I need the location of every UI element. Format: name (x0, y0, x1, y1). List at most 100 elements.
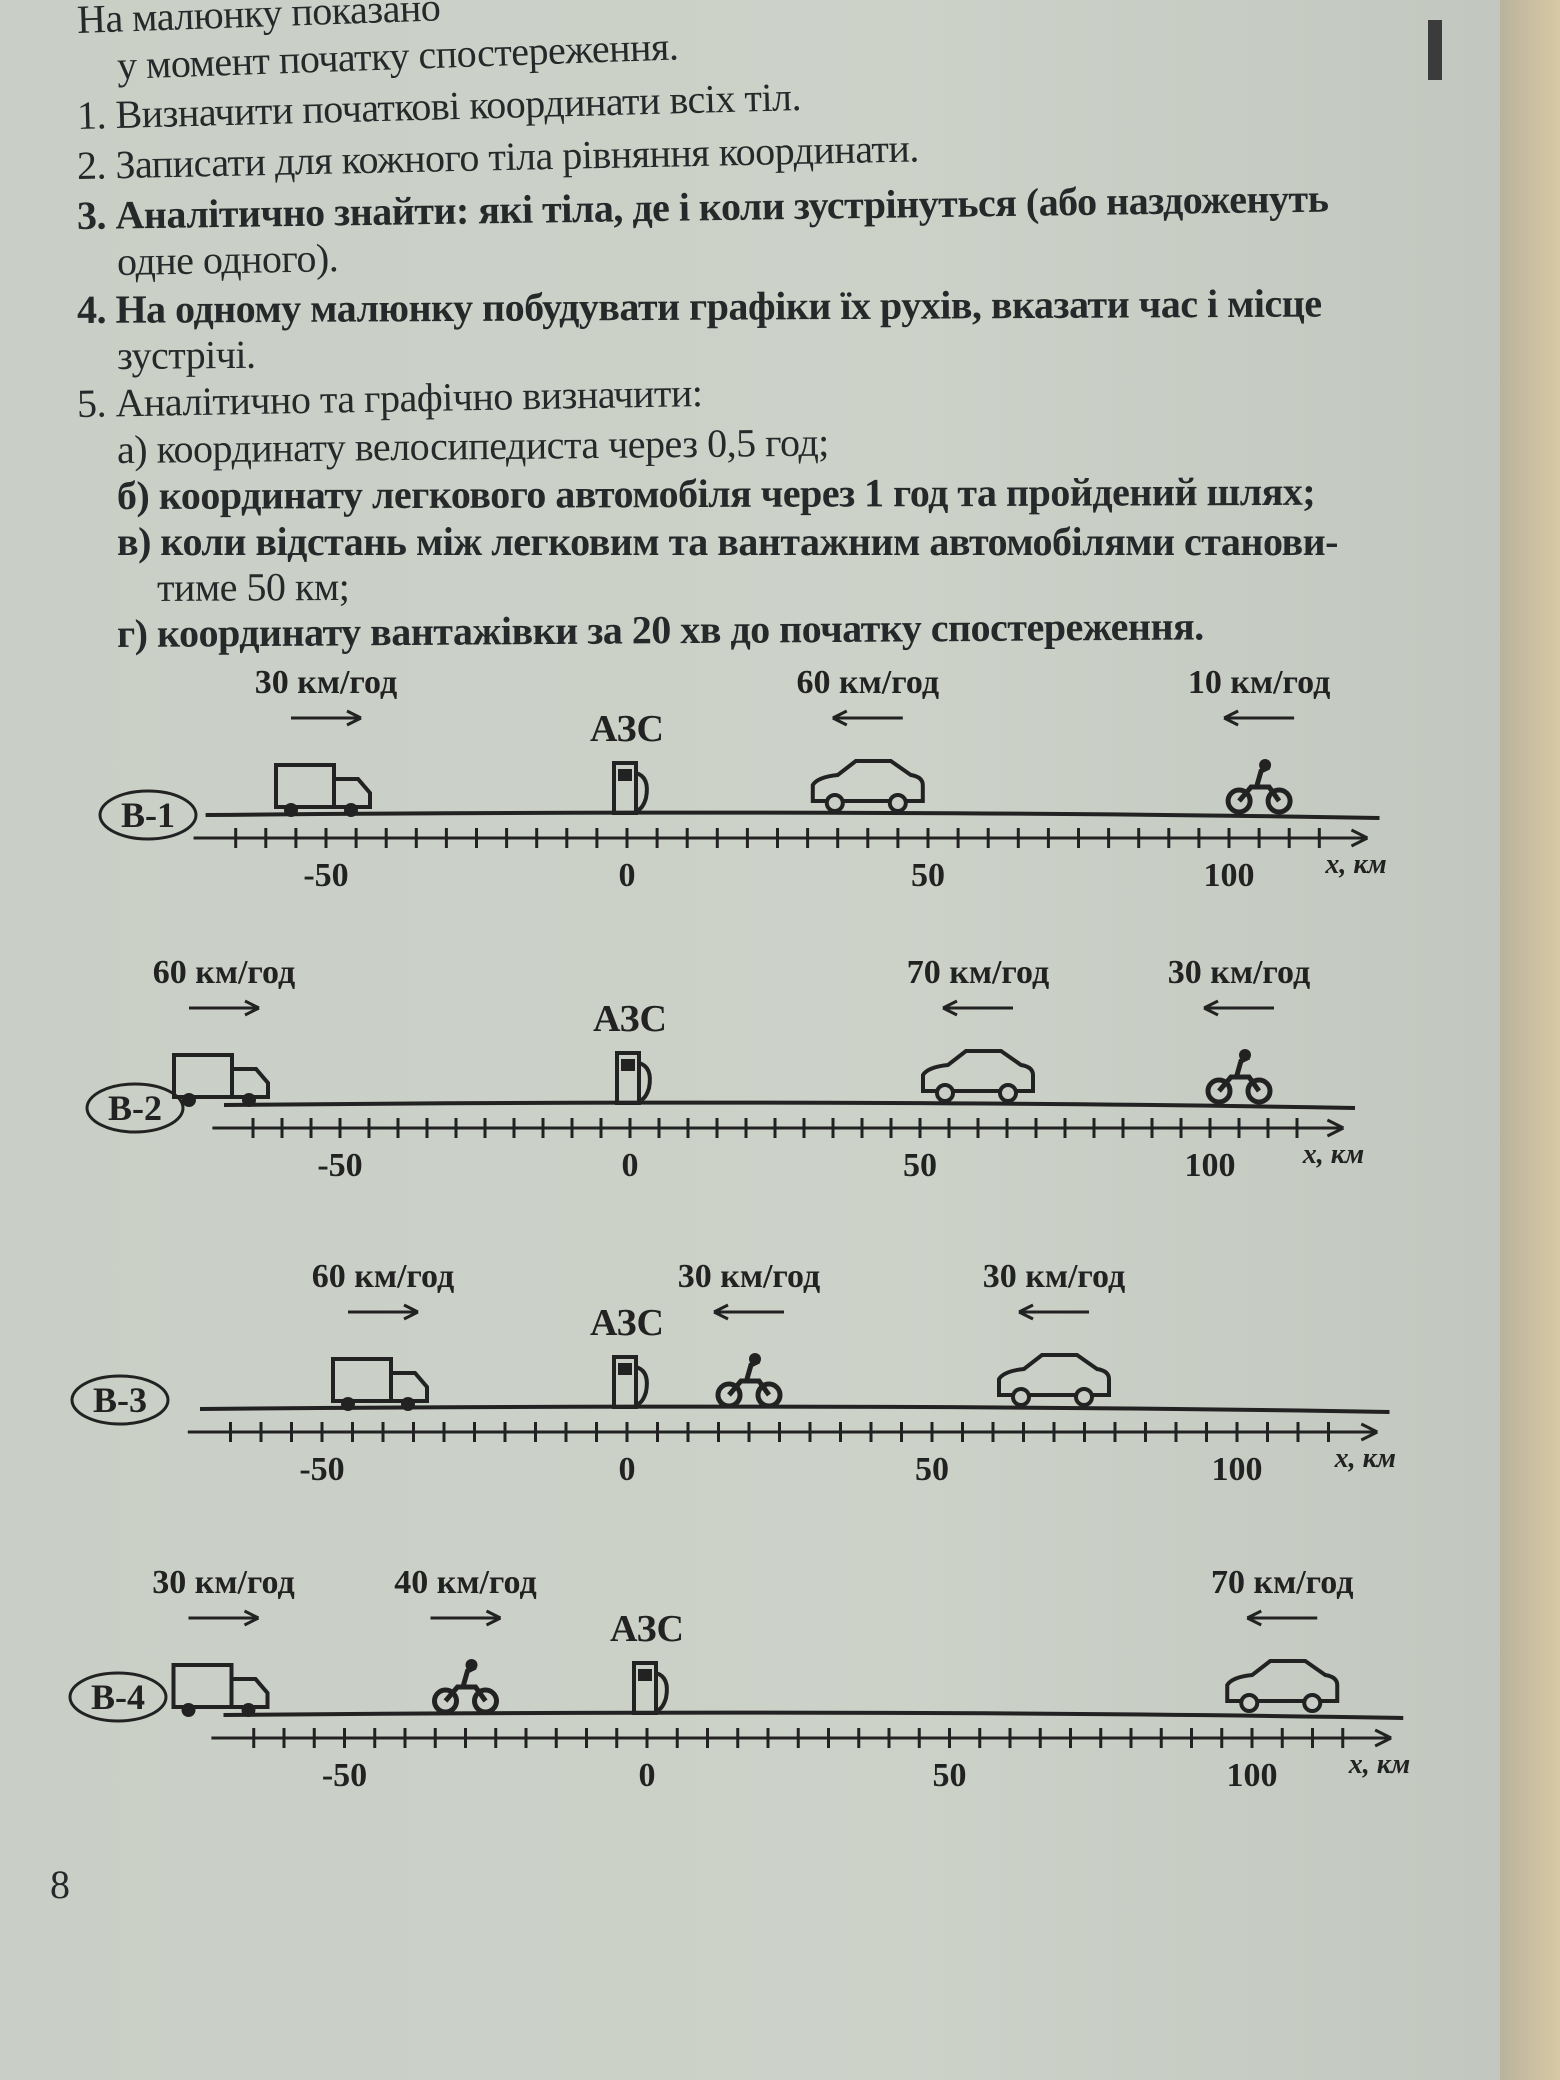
binding-mark (1428, 20, 1442, 80)
variant-diagram-3: В-3 -50 0 50 100 x, км АЗС 60 км/год 30 км/год 30… (70, 1258, 1396, 1488)
gas-pump-display (618, 769, 632, 781)
speed-label: 30 км/год (255, 664, 398, 701)
axis-unit-label: x, км (1334, 1443, 1396, 1474)
variant-label: В-1 (121, 795, 175, 835)
variant-diagram-2: В-2 -50 0 50 100 x, км АЗС 60 км/год 70 км/год 30… (85, 954, 1364, 1184)
x-axis-arrow (1374, 1728, 1392, 1748)
variant-label-oval (85, 1082, 185, 1134)
direction-arrow-head (1223, 709, 1239, 727)
speed-label: 30 км/год (678, 1258, 821, 1295)
motorcycle-wheel (472, 1687, 499, 1715)
motorcycle-wheel (755, 1381, 783, 1409)
task-item-5c: в) коли відстань між легковим та вантажн… (117, 519, 1338, 564)
motorcycle-icon (432, 1687, 459, 1715)
axis-tick-label: 0 (639, 1757, 656, 1794)
car-icon (810, 759, 925, 803)
gas-pump-display (638, 1669, 652, 1681)
speed-label: 60 км/год (312, 1258, 455, 1295)
speed-label: 40 км/год (394, 1564, 537, 1601)
gas-station-label: АЗС (593, 998, 667, 1040)
variant-diagram-1: В-1 -50 0 50 100 x, км АЗС 30 км/год 60 км/год 10… (98, 664, 1387, 894)
truck-wheel (241, 1703, 256, 1717)
car-wheel (824, 793, 845, 813)
variant-label-oval (68, 1671, 168, 1723)
axis-tick-label: 0 (619, 857, 636, 894)
truck-wheel (341, 1397, 355, 1411)
axis-tick-label: 100 (1204, 857, 1255, 894)
speed-label: 30 км/год (983, 1258, 1126, 1295)
motorcycle-body (1237, 764, 1282, 803)
axis-tick-label: 100 (1212, 1451, 1263, 1488)
gas-pump-hose (635, 771, 649, 812)
axis-tick-label: -50 (303, 857, 348, 894)
direction-arrow (430, 1609, 502, 1627)
axis-tick-label: 0 (622, 1147, 639, 1184)
speed-label: 70 км/год (1211, 1564, 1354, 1601)
motorcycle-body (1217, 1054, 1262, 1093)
motorcycle-icon (715, 1381, 743, 1409)
motorcycle-wheel (1265, 787, 1293, 815)
axis-unit-label: x, км (1302, 1139, 1364, 1170)
variant-label: В-3 (93, 1380, 147, 1420)
direction-arrow-head (1246, 1609, 1262, 1627)
direction-arrow (188, 1609, 260, 1627)
car-wheel (935, 1083, 955, 1103)
gas-pump-display (618, 1363, 632, 1375)
direction-arrow-head (832, 709, 848, 727)
truck-icon (171, 1663, 270, 1709)
direction-arrow (189, 999, 260, 1017)
speed-label: 30 км/год (152, 1564, 295, 1601)
road-line (223, 1710, 1404, 1720)
gas-pump-icon (632, 1661, 658, 1715)
variant-label-oval (70, 1374, 170, 1426)
speed-label: 30 км/год (1168, 954, 1311, 991)
axis-tick-label: 50 (911, 857, 945, 894)
axis-tick-label: 50 (915, 1451, 949, 1488)
car-wheel (1239, 1693, 1260, 1713)
gas-pump-hose (655, 1671, 669, 1712)
truck-icon (172, 1053, 270, 1099)
motorcycle-icon (1205, 1077, 1233, 1105)
x-axis-arrow (1360, 1422, 1378, 1442)
rider-head (1239, 1049, 1251, 1061)
car-icon (1225, 1659, 1340, 1703)
direction-arrow (1203, 999, 1274, 1017)
direction-arrow (1223, 709, 1295, 727)
gas-pump-icon (612, 761, 638, 815)
gas-station-label: АЗС (590, 708, 664, 750)
axis-tick-label: 50 (903, 1147, 937, 1184)
direction-arrow-head (485, 1609, 502, 1627)
motorcycle-body (727, 1358, 772, 1397)
direction-arrow-head (244, 999, 260, 1017)
direction-arrow-head (346, 709, 362, 727)
car-wheel (998, 1083, 1018, 1103)
axis-tick-label: -50 (317, 1147, 362, 1184)
truck-wheel (181, 1703, 196, 1717)
direction-arrow (713, 1303, 784, 1321)
page-edge (1500, 0, 1560, 2080)
variant-label-oval (98, 789, 198, 841)
axis-tick-label: 100 (1185, 1147, 1236, 1184)
rider-head (749, 1353, 761, 1365)
gas-pump-hose (638, 1061, 652, 1102)
road-line (205, 810, 1380, 820)
variant-diagram-4: В-4 -50 0 50 100 x, км АЗС 30 км/год 40 км/год 70… (68, 1564, 1410, 1794)
rider-head (1259, 759, 1272, 771)
truck-icon (274, 763, 372, 809)
direction-arrow (1018, 1303, 1089, 1321)
speed-label: 60 км/год (153, 954, 296, 991)
axis-tick-label: -50 (299, 1451, 344, 1488)
truck-wheel (182, 1093, 196, 1107)
car-icon (921, 1049, 1035, 1093)
direction-arrow (942, 999, 1013, 1017)
direction-arrow-head (1203, 999, 1219, 1017)
axis-unit-label: x, км (1348, 1749, 1410, 1780)
book-page (0, 0, 1500, 2080)
axis-unit-label: x, км (1324, 849, 1386, 880)
variant-label: В-2 (108, 1088, 162, 1128)
truck-wheel (344, 803, 358, 817)
road-line (199, 1404, 1390, 1414)
truck-wheel (401, 1397, 415, 1411)
gas-pump-display (621, 1059, 635, 1071)
